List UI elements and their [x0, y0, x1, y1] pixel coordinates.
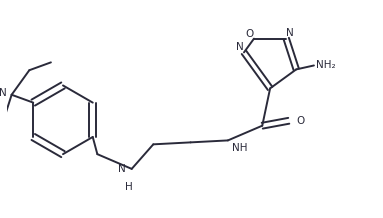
Text: N: N — [0, 88, 7, 98]
Text: O: O — [245, 29, 253, 39]
Text: N: N — [286, 28, 294, 38]
Text: N: N — [118, 164, 126, 174]
Text: H: H — [125, 182, 133, 192]
Text: NH₂: NH₂ — [316, 60, 336, 70]
Text: O: O — [296, 116, 304, 126]
Text: NH: NH — [232, 143, 247, 153]
Text: N: N — [236, 43, 244, 53]
